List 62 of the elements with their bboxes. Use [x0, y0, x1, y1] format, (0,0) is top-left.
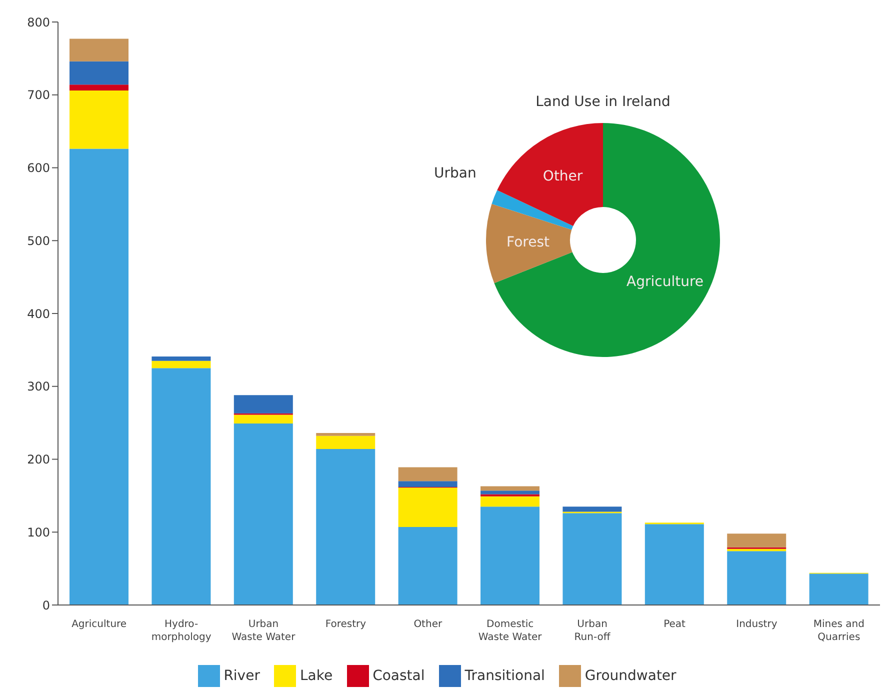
y-tick-label: 800	[27, 15, 50, 30]
slice-label: Other	[542, 168, 583, 185]
x-tick-label: Forestry	[325, 619, 366, 630]
bar	[152, 368, 211, 605]
legend-label: Lake	[300, 668, 333, 684]
bar	[70, 61, 129, 85]
bar	[562, 506, 622, 512]
bar	[70, 148, 129, 605]
bar	[398, 527, 458, 605]
y-tick-label: 200	[27, 452, 50, 467]
x-tick-label: Industry	[736, 619, 778, 630]
bar	[316, 436, 376, 450]
donut-slice	[486, 204, 572, 284]
legend-label: Transitional	[464, 668, 545, 684]
bar	[234, 414, 293, 424]
slice-label: Urban	[434, 165, 476, 182]
bar	[234, 395, 293, 414]
bar	[480, 496, 540, 507]
bar	[398, 488, 458, 528]
x-tick-label: Urban Waste Water	[232, 619, 296, 643]
x-tick-label: Other	[414, 619, 443, 630]
bar	[398, 467, 458, 482]
bar	[727, 548, 786, 552]
x-tick-label: Domestic Waste Water	[478, 619, 543, 643]
chart-title: Land Use in Ireland	[536, 94, 670, 110]
y-tick-label: 300	[27, 380, 50, 394]
bar	[70, 38, 129, 62]
legend-label: Coastal	[372, 668, 425, 684]
bar	[70, 84, 129, 91]
bar	[727, 551, 786, 605]
bar	[480, 490, 540, 494]
bar	[809, 574, 868, 605]
y-tick-label: 700	[27, 88, 50, 102]
bar	[316, 433, 376, 436]
slice-label: Agriculture	[626, 274, 704, 290]
bar	[398, 481, 458, 487]
bar	[316, 449, 376, 605]
x-tick-label: Agriculture	[72, 619, 127, 630]
bar	[70, 90, 129, 149]
bar	[644, 524, 704, 605]
slice-label: Forest	[506, 234, 550, 250]
y-tick-label: 500	[27, 234, 50, 248]
bar	[562, 513, 622, 605]
y-tick-label: 100	[27, 525, 50, 540]
bar	[152, 356, 211, 361]
x-tick-label: Hydro- morphology	[151, 619, 212, 643]
donut-slice	[492, 190, 574, 230]
bar	[234, 424, 293, 605]
donut-slice	[494, 123, 720, 357]
y-tick-label: 0	[42, 598, 50, 612]
legend-label: Groundwater	[584, 668, 676, 684]
x-tick-label: Mines and Quarries	[813, 619, 864, 643]
x-tick-label: Peat	[664, 619, 686, 630]
bar	[152, 360, 211, 368]
legend-label: River	[224, 668, 260, 684]
y-tick-label: 600	[27, 161, 50, 176]
bar	[480, 486, 540, 491]
bar	[727, 534, 786, 548]
donut-slice	[497, 123, 603, 226]
y-tick-label: 400	[27, 306, 50, 321]
bar	[480, 506, 540, 605]
x-tick-label: Urban Run-off	[574, 619, 612, 643]
